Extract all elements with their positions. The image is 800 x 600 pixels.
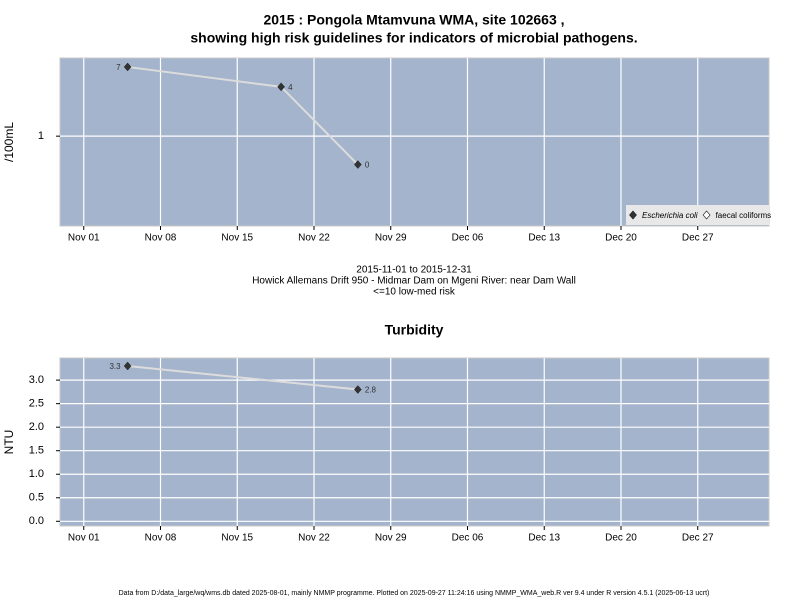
x-tick-label: Dec 20 [605,533,637,544]
caption: Howick Allemans Drift 950 - Midmar Dam o… [252,276,576,287]
y-tick-label: 2.0 [29,421,44,433]
data-point [277,82,285,92]
data-label: 3.3 [109,362,121,371]
data-point [123,62,132,72]
x-tick-label: Dec 27 [682,533,714,544]
x-tick-label: Dec 20 [605,233,637,244]
legend-label: Escherichia coli [642,211,698,220]
y-tick-label: 0.0 [29,515,44,527]
x-tick-label: Nov 22 [298,233,330,244]
plot-background [59,357,770,527]
x-tick-label: Dec 06 [452,233,484,244]
data-label: 2.8 [365,386,377,395]
x-tick-label: Nov 08 [145,533,177,544]
series-line [127,365,358,391]
y-tick-label: 1.0 [29,468,44,480]
x-tick-label: Nov 15 [221,533,253,544]
x-tick-label: Dec 06 [452,533,484,544]
chart-title: 2015 : Pongola Mtamvuna WMA, site 102663… [263,12,564,28]
x-tick-label: Dec 13 [528,233,560,244]
data-point [354,385,362,394]
footer: Data from D:/data_large/wq/wms.db dated … [119,590,710,597]
x-tick-label: Dec 13 [528,533,560,544]
x-tick-label: Nov 01 [68,533,100,544]
chart-subtitle: showing high risk guidelines for indicat… [190,30,637,46]
x-tick-label: Nov 01 [68,233,100,244]
legend-box [626,205,769,225]
data-point [354,160,362,169]
x-tick-label: Nov 22 [298,533,330,544]
y-tick-label: 1.5 [29,445,44,457]
y-tick-label: 3.0 [29,374,44,386]
legend-marker [629,210,637,220]
x-tick-label: Nov 29 [375,533,407,544]
y-axis-label: /100mL [2,122,16,162]
caption: <=10 low-med risk [373,287,456,298]
plot-background [59,57,770,227]
y-tick-label: 2.5 [29,398,44,410]
data-point [123,361,132,371]
x-tick-label: Dec 27 [682,233,714,244]
x-tick-label: Nov 08 [145,233,177,244]
data-label: 4 [288,83,293,92]
x-tick-label: Nov 29 [375,233,407,244]
legend-label: faecal coliforms [716,211,772,220]
data-label: 0 [365,161,370,170]
y-tick-label: 1 [38,130,44,142]
legend-marker [702,210,711,220]
data-label: 7 [116,63,121,72]
y-axis-label: NTU [2,430,16,455]
y-tick-label: 0.5 [29,492,44,504]
x-tick-label: Nov 15 [221,233,253,244]
chart-title: Turbidity [385,322,444,338]
caption: 2015-11-01 to 2015-12-31 [356,265,472,276]
